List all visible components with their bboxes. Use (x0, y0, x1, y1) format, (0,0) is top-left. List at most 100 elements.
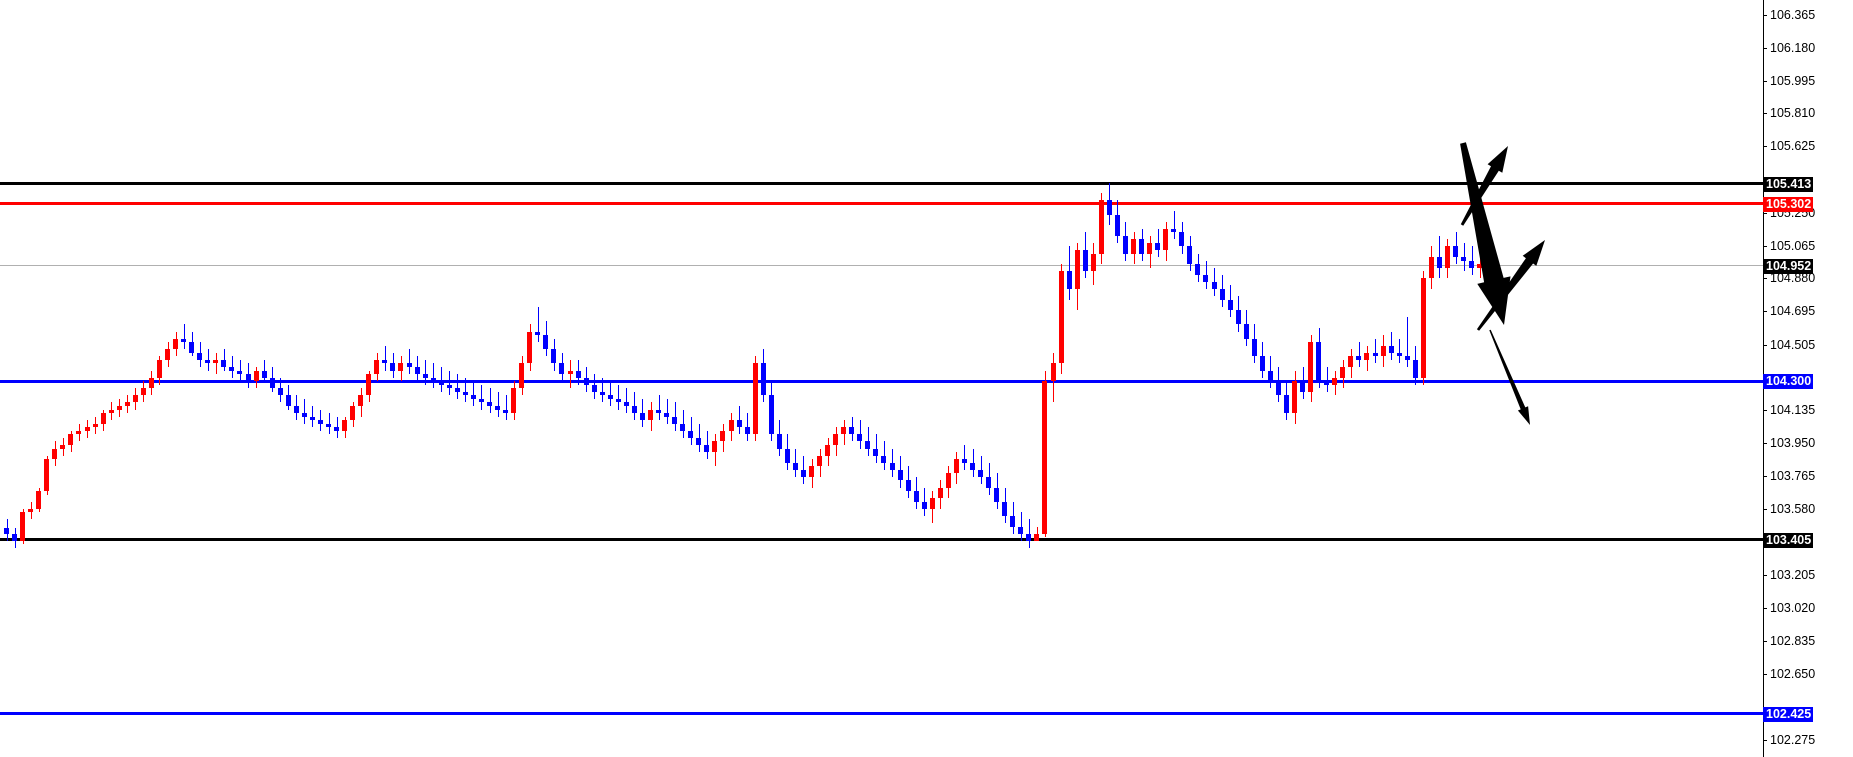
candle-body (415, 366, 420, 375)
candle-body (173, 338, 178, 350)
candle-wick (1206, 260, 1207, 289)
candle-body (358, 395, 363, 406)
candle-wick (1375, 338, 1376, 364)
candle-body (4, 528, 9, 534)
level-tag-support-black-lower[interactable]: 103.405 (1763, 532, 1814, 548)
candle-body (205, 359, 210, 364)
candle-body (165, 349, 170, 360)
candle-wick (184, 324, 185, 350)
axis-tick (1763, 575, 1767, 576)
candle-body (511, 388, 516, 414)
candle-wick (1158, 228, 1159, 258)
candle-body (672, 416, 677, 424)
candle-wick (232, 356, 233, 378)
axis-tick-label: 102.835 (1770, 634, 1816, 648)
level-line-resistance-red[interactable] (0, 202, 1763, 206)
candle-body (1340, 366, 1345, 378)
candle-body (1244, 324, 1249, 339)
candle-body (1469, 260, 1474, 268)
candle-body (865, 441, 870, 449)
axis-tick-label: 104.505 (1770, 338, 1816, 352)
candle-body (664, 413, 669, 417)
level-tag-resistance-upper-black[interactable]: 105.413 (1763, 176, 1814, 192)
candle-body (407, 363, 412, 367)
axis-tick (1763, 608, 1767, 609)
candle-body (52, 448, 57, 460)
level-line-support-blue-upper[interactable] (0, 379, 1763, 383)
level-tag-support-blue-lower[interactable]: 102.425 (1763, 706, 1814, 722)
level-tag-resistance-red[interactable]: 105.302 (1763, 196, 1814, 212)
candle-wick (691, 416, 692, 445)
candle-body (109, 409, 114, 414)
candle-body (914, 491, 919, 502)
candle-body (1002, 501, 1007, 516)
candle-body (390, 363, 395, 371)
candle-body (28, 508, 33, 513)
candle-wick (924, 487, 925, 516)
candle-body (704, 444, 709, 453)
candle-body (1252, 338, 1257, 357)
candle-body (157, 359, 162, 378)
candle-body (254, 370, 259, 382)
level-line-current-price-gray[interactable] (0, 265, 1763, 267)
candle-body (1228, 299, 1233, 311)
candle-body (141, 388, 146, 396)
candle-body (1203, 274, 1208, 282)
candle-body (1107, 200, 1112, 215)
candle-body (527, 331, 532, 364)
candle-body (648, 409, 653, 421)
axis-tick (1763, 674, 1767, 675)
candle-wick (570, 359, 571, 389)
candle-body (1075, 249, 1080, 289)
candle-wick (675, 402, 676, 431)
candle-body (1147, 242, 1152, 254)
candle-body (745, 427, 750, 435)
candle-body (1268, 370, 1273, 382)
candle-body (270, 377, 275, 389)
candle-body (487, 402, 492, 406)
candle-body (1067, 271, 1072, 289)
candle-body (849, 427, 854, 435)
level-tag-support-blue-upper[interactable]: 104.300 (1763, 374, 1814, 390)
candle-body (1445, 246, 1450, 268)
candle-body (181, 338, 186, 343)
plot-area[interactable] (0, 0, 1763, 757)
axis-tick-label: 103.765 (1770, 469, 1816, 483)
candle-body (294, 405, 299, 414)
candle-wick (964, 444, 965, 470)
axis-tick-label: 105.625 (1770, 139, 1816, 153)
candle-wick (449, 370, 450, 396)
candle-body (262, 370, 267, 378)
candle-body (1034, 533, 1039, 541)
candle-body (817, 455, 822, 467)
candle-wick (433, 363, 434, 389)
candle-body (1284, 395, 1289, 414)
axis-tick (1763, 740, 1767, 741)
candle-body (246, 374, 251, 382)
candle-body (978, 469, 983, 477)
candle-body (1381, 345, 1386, 357)
candle-body (1405, 356, 1410, 360)
candle-body (1212, 281, 1217, 289)
candle-body (125, 402, 130, 406)
candle-wick (981, 455, 982, 484)
candle-body (318, 420, 323, 424)
level-line-support-black-lower[interactable] (0, 538, 1763, 542)
candle-body (962, 459, 967, 463)
candle-wick (739, 405, 740, 435)
candle-body (326, 423, 331, 428)
candle-wick (498, 391, 499, 417)
candle-body (600, 391, 605, 396)
candle-wick (803, 455, 804, 484)
candle-body (568, 370, 573, 375)
candle-wick (216, 352, 217, 375)
candle-body (954, 459, 959, 474)
candle-wick (602, 377, 603, 403)
level-line-support-blue-lower[interactable] (0, 712, 1763, 716)
candle-body (559, 363, 564, 375)
candle-body (1356, 356, 1361, 360)
candle-body (680, 423, 685, 431)
level-tag-current-price-gray[interactable]: 104.952 (1763, 258, 1814, 274)
level-line-resistance-upper-black[interactable] (0, 182, 1763, 186)
candle-wick (642, 398, 643, 428)
